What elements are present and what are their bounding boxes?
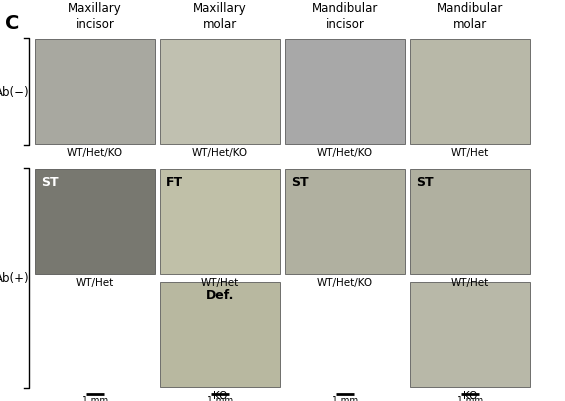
Text: Ab(+): Ab(+) [0,272,29,285]
Text: KO: KO [463,390,477,400]
Text: WT/Het: WT/Het [76,277,114,287]
Text: Mandibular
molar: Mandibular molar [437,2,503,31]
Text: Maxillary
molar: Maxillary molar [193,2,247,31]
Text: WT/Het/KO: WT/Het/KO [192,148,248,158]
Text: KO: KO [213,390,227,400]
Bar [160,40,280,145]
Text: ST: ST [416,176,433,188]
Text: ST: ST [41,176,59,188]
Text: ST: ST [291,176,308,188]
Bar [160,170,280,274]
Text: WT/Het: WT/Het [201,277,239,287]
Bar [160,282,280,387]
Text: 1 mm: 1 mm [332,395,358,401]
Bar [285,40,405,145]
Bar [410,40,530,145]
Text: WT/Het: WT/Het [451,277,489,287]
Text: WT/Het: WT/Het [451,148,489,158]
Text: 1 mm: 1 mm [207,395,233,401]
Text: C: C [5,14,19,33]
Bar [410,282,530,387]
Text: Def.: Def. [206,288,234,301]
Text: FT: FT [166,176,183,188]
Text: 1 mm: 1 mm [457,395,483,401]
Bar [410,170,530,274]
Bar [35,40,155,145]
Bar [35,170,155,274]
Text: Maxillary
incisor: Maxillary incisor [68,2,122,31]
Text: WT/Het/KO: WT/Het/KO [317,277,373,287]
Text: Mandibular
incisor: Mandibular incisor [312,2,378,31]
Text: Ab(−): Ab(−) [0,86,29,99]
Text: WT/Het/KO: WT/Het/KO [317,148,373,158]
Bar [285,170,405,274]
Text: 1 mm: 1 mm [82,395,108,401]
Text: WT/Het/KO: WT/Het/KO [67,148,123,158]
